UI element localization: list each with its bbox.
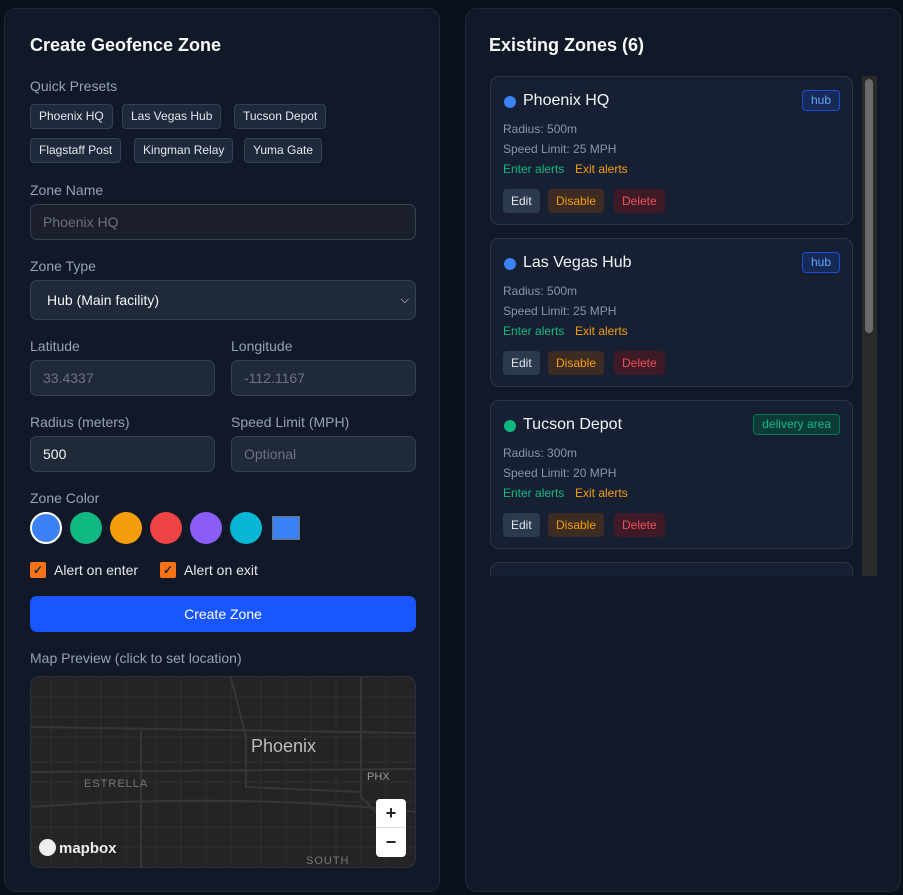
mapbox-logo-icon <box>39 839 56 856</box>
latitude-label: Latitude <box>30 338 80 354</box>
alert-exit-label: Alert on exit <box>184 562 258 578</box>
zone-type-badge: hub <box>801 252 840 273</box>
exit-alerts-tag: Exit alerts <box>575 324 628 338</box>
color-swatch-cyan[interactable] <box>230 512 262 544</box>
disable-button[interactable]: Disable <box>548 189 605 213</box>
zone-card: Tucson Depot delivery area Radius: 300m … <box>490 400 853 549</box>
mapbox-logo: mapbox <box>39 839 117 857</box>
zone-speed-limit: Speed Limit: 25 MPH <box>503 142 617 156</box>
zone-name-label: Zone Name <box>30 182 104 198</box>
zone-type-label: Zone Type <box>30 258 96 274</box>
exit-alerts-tag: Exit alerts <box>575 162 628 176</box>
alert-exit-checkbox[interactable]: ✓ <box>160 562 176 578</box>
delete-button[interactable]: Delete <box>614 189 665 213</box>
zone-color-dot <box>504 96 516 108</box>
zone-card: Las Vegas Hub hub Radius: 500m Speed Lim… <box>490 238 853 387</box>
disable-button[interactable]: Disable <box>548 513 605 537</box>
preset-tucson-depot[interactable]: Tucson Depot <box>234 104 327 129</box>
longitude-label: Longitude <box>231 338 293 354</box>
zone-radius: Radius: 500m <box>503 122 578 136</box>
color-swatch-red[interactable] <box>150 512 182 544</box>
enter-alerts-tag: Enter alerts <box>503 486 565 500</box>
zone-speed-limit: Speed Limit: 20 MPH <box>503 466 617 480</box>
preset-yuma-gate[interactable]: Yuma Gate <box>244 138 323 163</box>
map-city-label: Phoenix <box>251 736 317 756</box>
latitude-input[interactable]: 33.4337 <box>30 360 215 396</box>
delete-button[interactable]: Delete <box>614 513 665 537</box>
zone-name: Las Vegas Hub <box>523 254 632 271</box>
enter-alerts-tag: Enter alerts <box>503 324 565 338</box>
enter-alerts-tag: Enter alerts <box>503 162 565 176</box>
page-title: Create Geofence Zone <box>30 35 222 55</box>
map-preview-label: Map Preview (click to set location) <box>30 650 242 666</box>
map-zoom-controls: + − <box>376 799 406 857</box>
radius-input[interactable]: 500 <box>30 436 215 472</box>
scrollbar-thumb[interactable] <box>865 79 873 333</box>
zone-type-value: Hub (Main facility) <box>47 292 160 308</box>
color-swatch-green[interactable] <box>70 512 102 544</box>
zone-speed-limit: Speed Limit: 25 MPH <box>503 304 617 318</box>
color-swatch-blue[interactable] <box>30 512 62 544</box>
zone-card: Phoenix HQ hub Radius: 500m Speed Limit:… <box>490 76 853 225</box>
disable-button[interactable]: Disable <box>548 351 605 375</box>
preset-phoenix-hq[interactable]: Phoenix HQ <box>30 104 113 129</box>
edit-button[interactable]: Edit <box>503 513 540 537</box>
preset-las-vegas-hub[interactable]: Las Vegas Hub <box>122 104 222 129</box>
zone-color-dot <box>504 258 516 270</box>
zone-radius: Radius: 300m <box>503 446 578 460</box>
presets-label: Quick Presets <box>30 78 118 94</box>
zone-name-input[interactable]: Phoenix HQ <box>30 204 416 240</box>
zone-name: Tucson Depot <box>523 416 623 433</box>
map-label-estrella: ESTRELLA <box>84 778 149 790</box>
zone-radius: Radius: 500m <box>503 284 578 298</box>
chevron-down-icon: ⌵ <box>400 294 409 306</box>
zone-type-select[interactable]: Hub (Main facility) ⌵ <box>30 280 416 320</box>
create-zone-button[interactable]: Create Zone <box>30 596 416 632</box>
exit-alerts-tag: Exit alerts <box>575 486 628 500</box>
custom-color-picker[interactable] <box>272 516 300 540</box>
zoom-in-button[interactable]: + <box>376 799 406 828</box>
delete-button[interactable]: Delete <box>614 351 665 375</box>
zone-color-label: Zone Color <box>30 490 100 506</box>
zones-title: Existing Zones (6) <box>489 35 645 55</box>
map-preview[interactable]: Phoenix ESTRELLA PHX SOUTH mapbox + − <box>30 676 416 868</box>
speed-limit-input[interactable]: Optional <box>231 436 416 472</box>
zoom-out-button[interactable]: − <box>385 832 397 852</box>
color-swatch-orange[interactable] <box>110 512 142 544</box>
preset-kingman-relay[interactable]: Kingman Relay <box>134 138 234 163</box>
zone-card-partial <box>490 562 853 576</box>
alert-enter-checkbox[interactable]: ✓ <box>30 562 46 578</box>
map-label-south: SOUTH <box>306 855 350 867</box>
zone-type-badge: hub <box>801 90 840 111</box>
zone-color-dot <box>504 420 516 432</box>
edit-button[interactable]: Edit <box>503 351 540 375</box>
longitude-input[interactable]: -112.1167 <box>231 360 416 396</box>
map-roads <box>31 677 415 867</box>
zones-scrollbar[interactable] <box>862 76 877 576</box>
edit-button[interactable]: Edit <box>503 189 540 213</box>
alert-enter-label: Alert on enter <box>54 562 139 578</box>
zones-list: Phoenix HQ hub Radius: 500m Speed Limit:… <box>490 76 877 576</box>
radius-label: Radius (meters) <box>30 414 130 430</box>
map-label-phx: PHX <box>367 771 390 783</box>
preset-flagstaff-post[interactable]: Flagstaff Post <box>30 138 122 163</box>
speed-limit-label: Speed Limit (MPH) <box>231 414 350 430</box>
color-swatch-purple[interactable] <box>190 512 222 544</box>
zone-type-badge: delivery area <box>753 414 840 435</box>
zone-name: Phoenix HQ <box>523 92 610 109</box>
